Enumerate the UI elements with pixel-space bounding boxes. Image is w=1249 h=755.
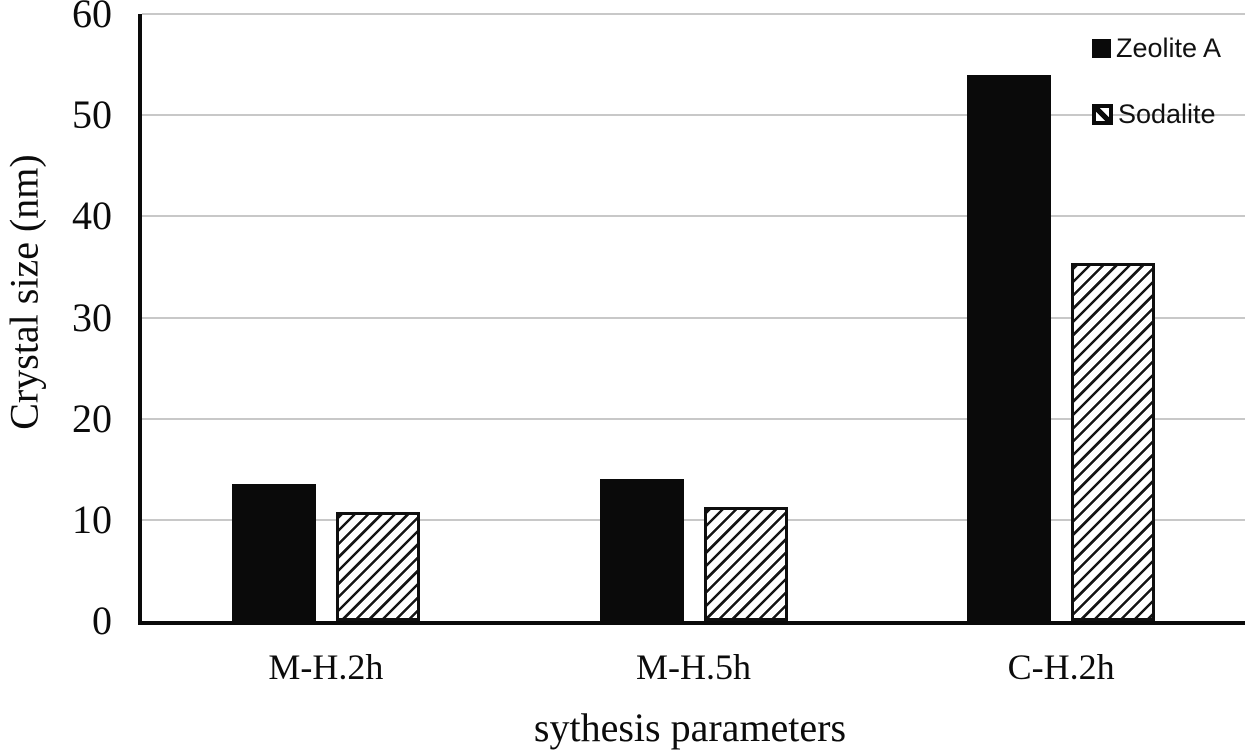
legend-item-zeolite-a: Zeolite A xyxy=(1092,32,1222,63)
x-category-label-m-h.2h: M-H.2h xyxy=(268,647,384,687)
sodalite-hatched-swatch-icon xyxy=(1092,103,1113,125)
plot-area xyxy=(138,13,1245,625)
zeolite-a-solid-swatch-icon xyxy=(1092,38,1111,58)
bar-sodalite-m-h.2h xyxy=(335,512,420,621)
legend: Zeolite A Sodalite xyxy=(1092,32,1222,166)
y-tick-label-10: 10 xyxy=(72,496,112,542)
gridline-y-30 xyxy=(142,316,1245,319)
x-axis-title: sythesis parameters xyxy=(533,705,847,750)
y-tick-label-30: 30 xyxy=(72,294,112,340)
y-tick-label-0: 0 xyxy=(92,598,112,643)
y-tick-label-20: 20 xyxy=(72,395,112,441)
y-tick-label-60: 60 xyxy=(72,0,112,36)
bar-zeolite-a-c-h.2h xyxy=(967,75,1052,621)
gridline-y-40 xyxy=(142,215,1245,218)
x-category-label-c-h.2h: C-H.2h xyxy=(1007,647,1115,687)
x-category-label-m-h.5h: M-H.5h xyxy=(636,647,751,687)
legend-label-zeolite-a: Zeolite A xyxy=(1116,32,1222,63)
bar-sodalite-m-h.5h xyxy=(703,507,788,621)
bar-sodalite-c-h.2h xyxy=(1071,263,1156,621)
gridline-y-50 xyxy=(142,114,1245,117)
legend-item-sodalite: Sodalite xyxy=(1092,98,1221,129)
y-axis-tick-labels: 0 10 20 30 40 50 60 xyxy=(0,0,112,755)
legend-label-sodalite: Sodalite xyxy=(1118,98,1216,129)
gridline-y-10 xyxy=(142,518,1245,521)
gridline-y-20 xyxy=(142,417,1245,420)
bar-zeolite-a-m-h.2h xyxy=(231,484,316,621)
gridline-y-60 xyxy=(142,13,1245,15)
y-tick-label-40: 40 xyxy=(72,193,112,239)
y-tick-label-50: 50 xyxy=(72,92,112,138)
bar-zeolite-a-m-h.5h xyxy=(599,479,684,621)
